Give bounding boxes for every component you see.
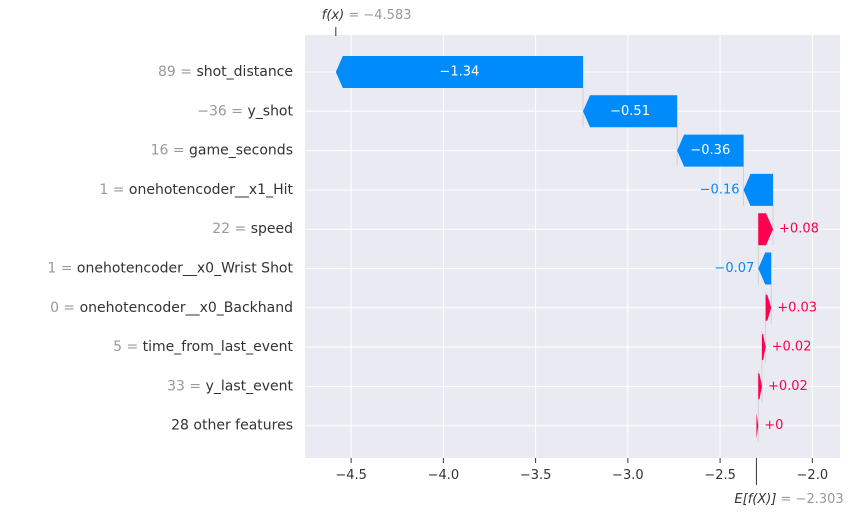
feature-labels: −1.34 89 = shot_distance −0.51 −36 = y_shot… [47, 64, 819, 434]
x-tick-label: −3.5 [520, 468, 552, 483]
feature-value: 22 = [212, 221, 250, 237]
feature-label: 1 = onehotencoder__x1_Hit [99, 182, 293, 198]
feature-label: 28 other features [171, 418, 293, 434]
feature-label: 0 = onehotencoder__x0_Backhand [50, 300, 293, 316]
efx-label: E[f(X)] = −2.303 [734, 492, 843, 507]
feature-label: 1 = onehotencoder__x0_Wrist Shot [47, 261, 293, 277]
feature-name: onehotencoder__x0_Backhand [80, 300, 293, 316]
x-tick-label: −4.0 [428, 468, 460, 483]
bar-7 [765, 294, 772, 321]
bar-value-label: −1.34 [439, 65, 479, 80]
x-tick-label: −4.5 [335, 468, 367, 483]
feature-name: speed [251, 221, 293, 237]
feature-label: 16 = game_seconds [151, 143, 293, 159]
bar-value-label: −0.36 [690, 143, 730, 158]
fx-label: f(x) = −4.583 [322, 8, 412, 23]
feature-label: 22 = speed [212, 221, 293, 237]
feature-value: 0 = [50, 300, 80, 316]
efx-value: = −2.303 [776, 492, 843, 507]
feature-label: 5 = time_from_last_event [113, 339, 293, 355]
bar-4 [743, 173, 774, 206]
feature-value: 5 = [113, 339, 143, 355]
feature-value: 89 = [158, 64, 196, 80]
fx-prefix: f(x) [322, 8, 344, 23]
feature-label: −36 = y_shot [197, 103, 293, 119]
feature-name: y_last_event [206, 378, 294, 394]
bar-value-label: +0.02 [772, 340, 812, 355]
feature-name: time_from_last_event [143, 339, 294, 355]
bar-10 [756, 412, 759, 439]
feature-label: 89 = shot_distance [158, 64, 293, 80]
bar-value-label: +0.03 [777, 300, 817, 315]
bar-1 [335, 56, 584, 88]
feature-value: 16 = [151, 143, 189, 159]
feature-value: 1 = [47, 261, 77, 277]
bar-value-label: −0.16 [700, 182, 740, 197]
feature-value: 1 = [99, 182, 129, 198]
fx-annotation: f(x) = −4.583 E[f(X)] = −2.303 [322, 8, 844, 507]
bar-value-label: −0.07 [714, 261, 754, 276]
bars [335, 56, 774, 439]
fx-value: = −4.583 [344, 8, 411, 23]
feature-name: game_seconds [189, 143, 293, 159]
bar-2 [583, 95, 678, 128]
bar-5 [758, 213, 774, 246]
x-tick-label: −2.0 [797, 468, 829, 483]
plot-background [305, 35, 840, 458]
bar-value-label: +0 [764, 418, 783, 433]
bar-3 [677, 134, 744, 167]
feature-name: onehotencoder__x1_Hit [129, 182, 294, 198]
feature-label: 33 = y_last_event [167, 378, 293, 394]
bar-value-label: −0.51 [610, 104, 650, 119]
feature-name: y_shot [247, 103, 293, 119]
x-tick-label: −2.5 [704, 468, 736, 483]
x-tick-label: −3.0 [612, 468, 644, 483]
bar-6 [758, 252, 772, 285]
bar-value-label: +0.02 [768, 379, 808, 394]
bar-value-label: +0.08 [779, 222, 819, 237]
feature-name: 28 other features [171, 418, 293, 434]
feature-value: 33 = [167, 378, 205, 394]
efx-prefix: E[f(X)] [734, 492, 776, 507]
bar-8 [761, 334, 766, 361]
feature-name: shot_distance [196, 64, 293, 80]
x-axis-ticks: −4.5 −4.0 −3.5 −3.0 −2.5 −2.0 [335, 458, 828, 483]
feature-value: −36 = [197, 103, 247, 119]
feature-name: onehotencoder__x0_Wrist Shot [77, 261, 294, 277]
bar-9 [758, 373, 762, 400]
